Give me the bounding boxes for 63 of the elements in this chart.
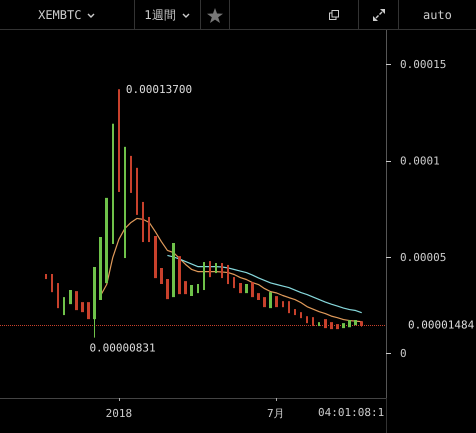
candlestick [263,297,266,308]
candlestick [288,301,290,314]
candlestick [75,291,78,310]
candlestick [130,156,132,193]
candlestick [239,283,242,294]
candlestick [112,124,114,244]
candlestick [209,261,211,278]
candlestick [275,296,278,308]
candlestick [51,274,53,292]
candlestick [45,274,47,280]
candlestick [300,312,302,318]
line-series [100,218,362,322]
candlestick [142,202,144,242]
candlestick [118,89,120,192]
chart-title: XEMBTC [0,0,135,30]
candlestick [269,292,272,308]
candlestick [233,277,235,288]
text: 04:01:08:1 [318,406,384,419]
candlestick [306,316,308,324]
y-tick-label: 0.00005 [400,250,446,264]
candlestick [197,284,199,294]
y-tick-label: 0.00015 [400,58,446,72]
candlestick [87,302,90,320]
candlestick [148,216,150,242]
candlestick [342,323,345,328]
candlestick [136,168,138,215]
x-tick-label: 7月 [267,407,285,420]
candlestick [105,198,108,284]
y-tick-label: 0 [400,347,407,360]
x-tick-label: 2018 [106,407,132,420]
ref-line-label: 0.00001484 [408,318,475,332]
candlestick [294,309,296,316]
line-series [166,254,362,314]
annotation: 0.00013700 [126,83,192,96]
candlestick [166,279,169,300]
candlestick [282,301,284,308]
candlestick [57,283,59,308]
candlestick [99,237,102,300]
annotation: 0.00000831 [89,342,156,355]
candlestick [93,267,96,338]
candlestick [184,281,187,294]
candlestick [257,293,260,300]
candlestick [172,242,175,298]
candlestick [124,146,126,258]
candlestick [69,290,72,304]
candlestick [63,297,65,316]
candlestick [81,302,84,312]
y-tick-label: 0.0001 [400,154,440,168]
candlestick [215,263,217,274]
candlestick [203,262,205,290]
candlestick [221,263,223,278]
candlestick [154,236,157,278]
candlestick [318,322,320,326]
candlestick [190,284,193,296]
candlestick [348,320,351,328]
candlestick [227,264,229,284]
text: 1週間 [134,0,201,30]
candlestick [178,256,181,294]
text: auto [422,7,453,24]
candlestick [251,282,254,298]
candlestick [245,284,248,294]
candlestick [354,320,357,326]
candlestick [160,268,163,284]
